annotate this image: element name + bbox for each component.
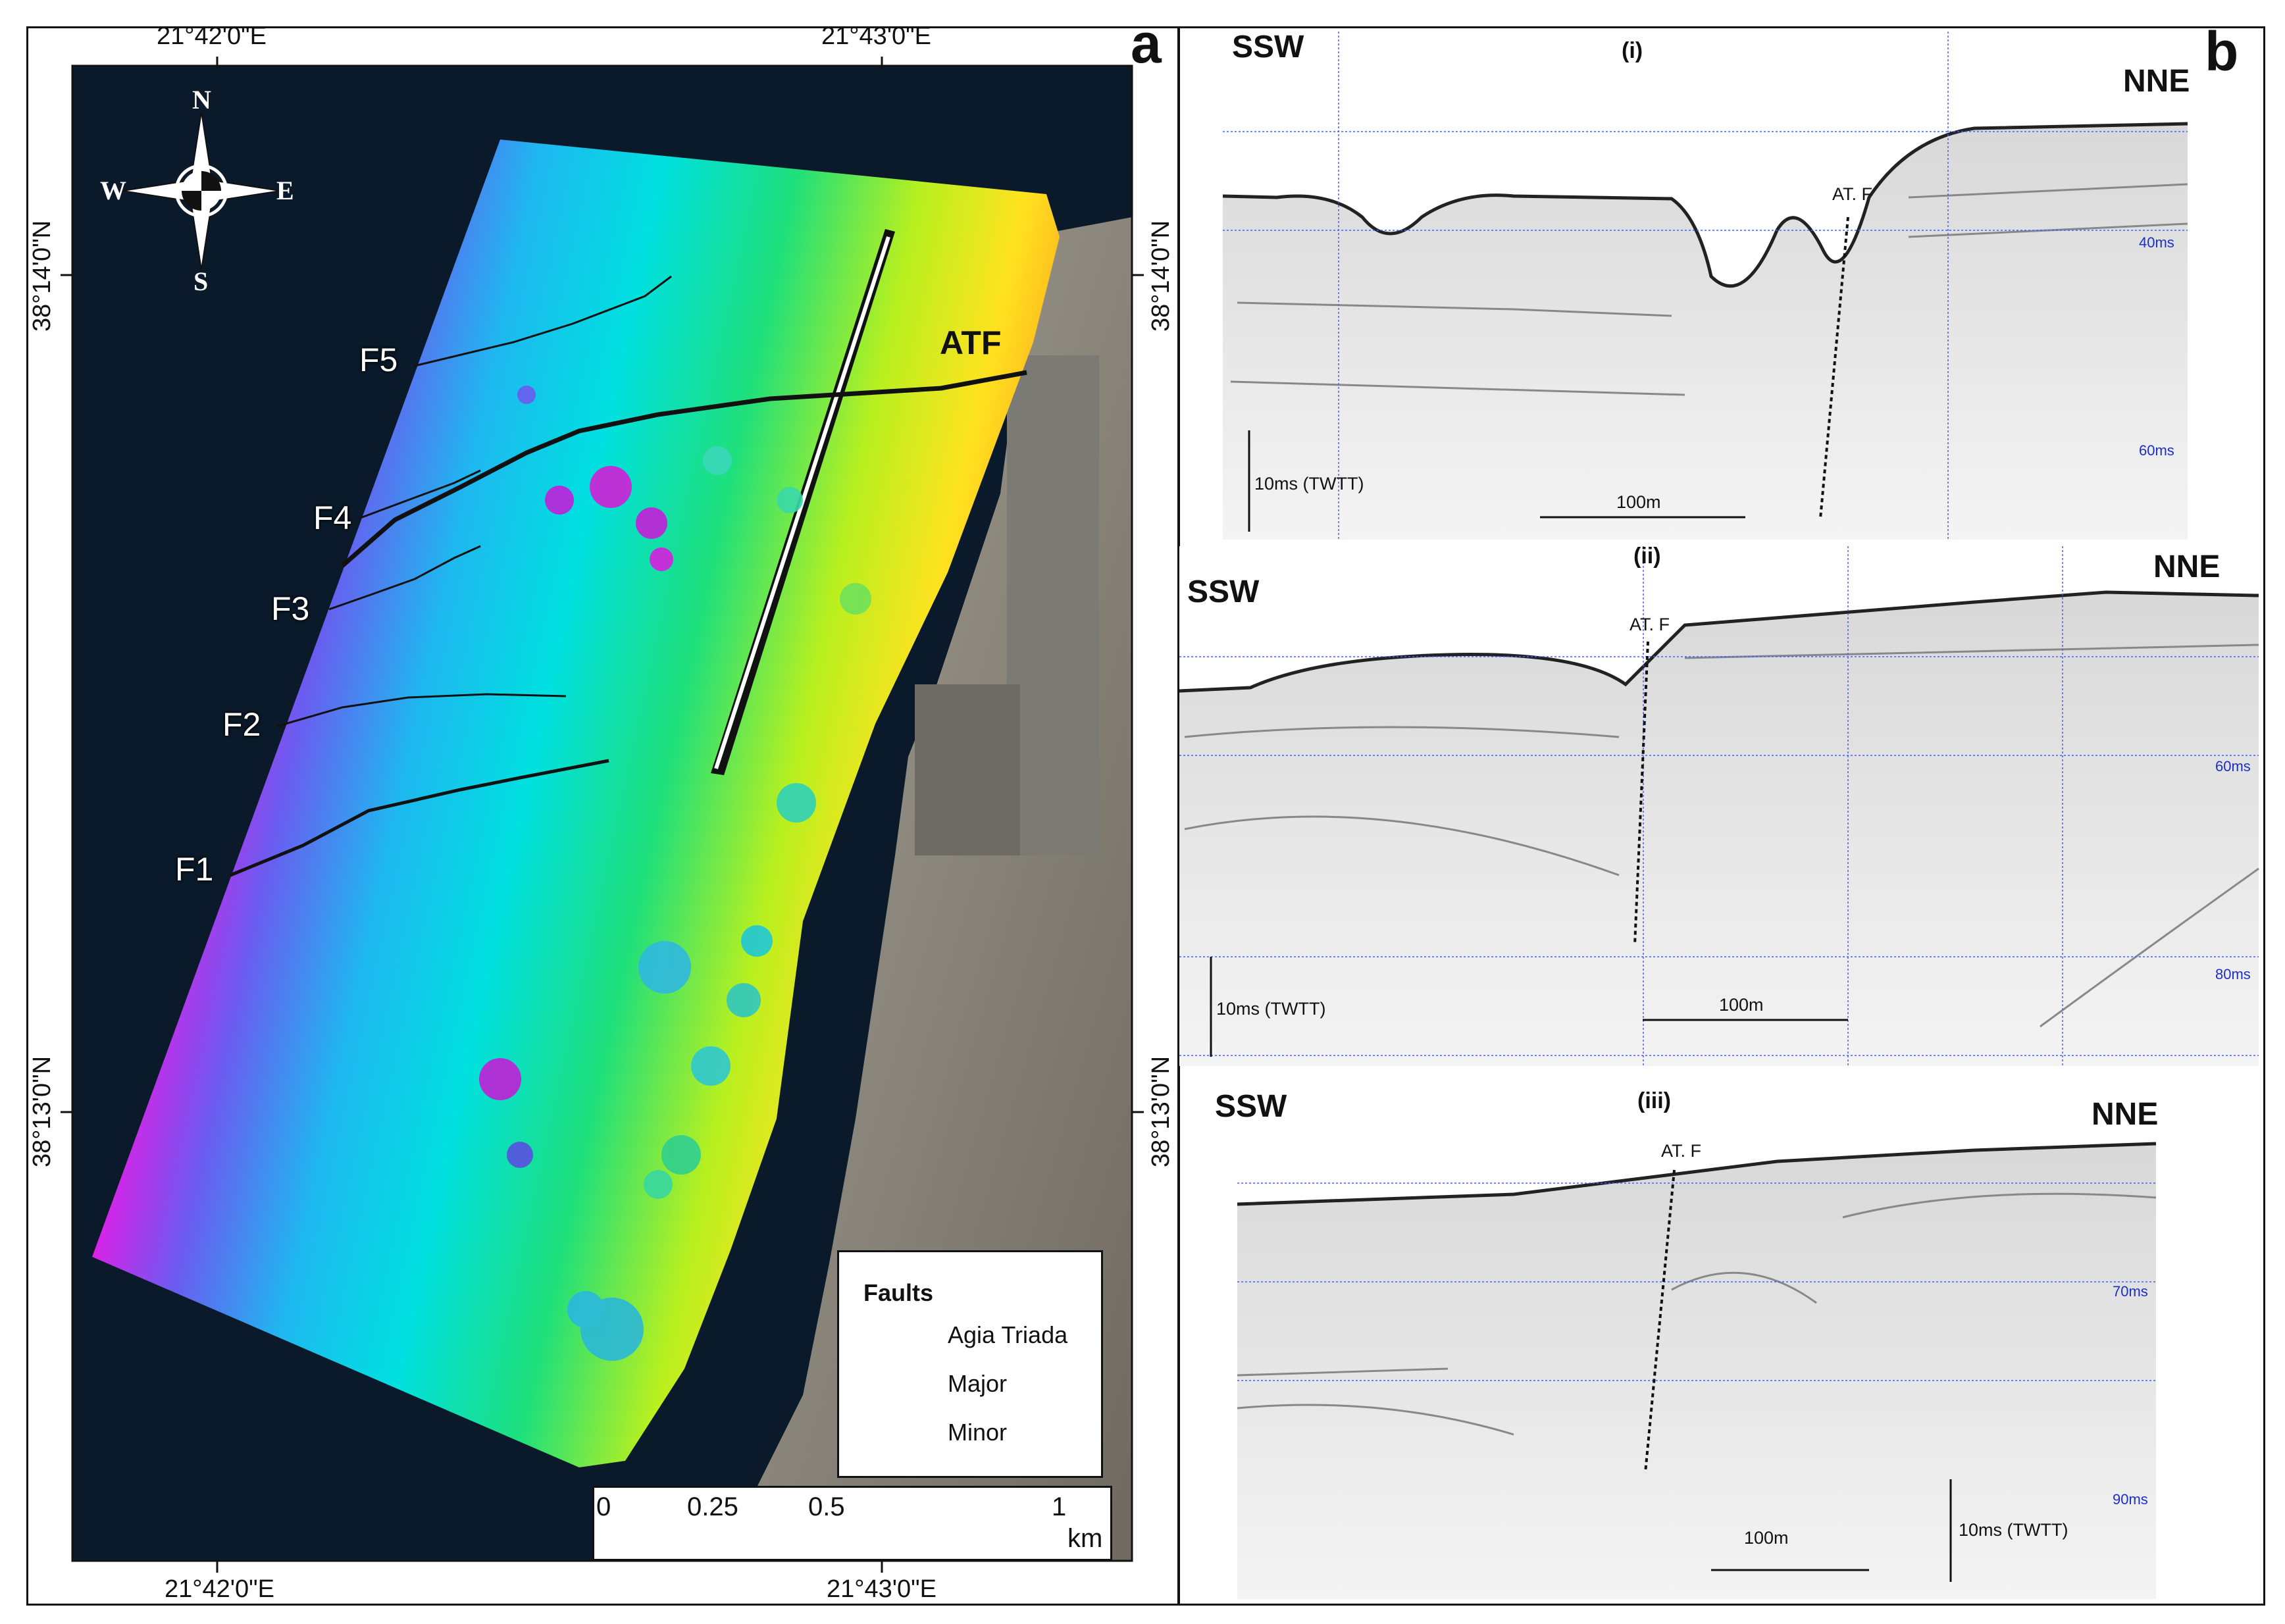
compass-rose: [122, 111, 281, 270]
profile-iii-vscale: 10ms (TWTT): [1959, 1520, 2068, 1540]
coord-top-right: 21°43'0"E: [821, 22, 931, 50]
fault-legend: [837, 1250, 1103, 1478]
legend-item-agia-triada: Agia Triada: [948, 1321, 1068, 1348]
fault-label-atf: ATF: [940, 324, 1002, 361]
profile-ii-left-label: SSW: [1187, 574, 1260, 609]
compass-w: W: [100, 176, 126, 205]
legend-title: Faults: [863, 1279, 934, 1306]
fault-label-f2: F2: [222, 706, 261, 743]
fault-f5-line: [414, 275, 672, 367]
coord-bottom-right: 21°43'0"E: [827, 1575, 937, 1603]
fault-label-f4: F4: [313, 499, 352, 536]
profile-iii-ms-upper: 70ms: [2113, 1283, 2148, 1300]
profile-i-ms-upper: 40ms: [2139, 234, 2174, 251]
profile-i-left-label: SSW: [1232, 30, 1304, 64]
profile-iii-id: (iii): [1637, 1088, 1671, 1113]
profile-iii-hscale: 100m: [1744, 1528, 1789, 1548]
graticule-ticks: [61, 57, 1144, 1573]
profile-iii-left-label: SSW: [1215, 1089, 1287, 1124]
fault-f2-line: [276, 693, 567, 728]
profile-ii-right-label: NNE: [2153, 549, 2221, 584]
legend-item-major: Major: [948, 1370, 1008, 1397]
scale-unit: km: [1067, 1524, 1103, 1553]
compass-e: E: [276, 176, 294, 205]
legend-item-minor: Minor: [948, 1419, 1008, 1446]
profile-i: [1222, 32, 2188, 540]
seafloor-mounds: [479, 386, 871, 1361]
compass-n: N: [192, 85, 211, 114]
profile-ii-vscale: 10ms (TWTT): [1216, 999, 1326, 1019]
profile-i-fault-label: AT. F: [1832, 184, 1873, 204]
profile-ii-fault-label: AT. F: [1630, 615, 1670, 634]
fault-f3-line: [328, 545, 481, 611]
panel-a-letter: a: [1131, 13, 1162, 74]
fault-f1-line: [230, 759, 609, 877]
coord-top-left: 21°42'0"E: [157, 22, 267, 50]
profile-i-vscale: 10ms (TWTT): [1254, 474, 1364, 494]
scale-box: [592, 1486, 1112, 1561]
profile-iii-fault-label: AT. F: [1661, 1141, 1702, 1161]
harbour-quay: [915, 684, 1020, 855]
fault-label-f5: F5: [359, 342, 398, 378]
profile-i-ms-lower: 60ms: [2139, 442, 2174, 459]
fault-f4-line: [358, 469, 481, 520]
harbour-pier: [1007, 355, 1099, 855]
profile-i-id: (i): [1622, 38, 1643, 63]
profile-i-right-label: NNE: [2123, 64, 2190, 99]
profile-i-hscale: 100m: [1616, 492, 1661, 512]
profile-iii: [1237, 1079, 2157, 1599]
profile-ii: [1179, 546, 2259, 1066]
scale-tick-1: 1: [1052, 1492, 1067, 1521]
map-border: [71, 64, 1133, 1562]
fault-lines: [230, 275, 1027, 877]
panel-b-letter: b: [2205, 20, 2239, 82]
scale-tick-025: 0.25: [687, 1492, 738, 1521]
profile-ii-id: (ii): [1633, 544, 1661, 569]
profile-ii-ms-upper: 60ms: [2215, 758, 2251, 774]
fault-label-f1: F1: [175, 851, 214, 888]
scale-tick-05: 0.5: [808, 1492, 845, 1521]
fault-label-f3: F3: [271, 590, 310, 627]
scale-tick-0: 0: [596, 1492, 611, 1521]
profile-ii-hscale: 100m: [1719, 995, 1764, 1015]
compass-s: S: [193, 266, 209, 296]
profile-iii-right-label: NNE: [2092, 1097, 2159, 1132]
profile-iii-ms-lower: 90ms: [2113, 1491, 2148, 1508]
fault-atf-line: [340, 370, 1027, 568]
profile-ii-ms-lower: 80ms: [2215, 966, 2251, 982]
coord-bottom-left: 21°42'0"E: [165, 1575, 274, 1603]
